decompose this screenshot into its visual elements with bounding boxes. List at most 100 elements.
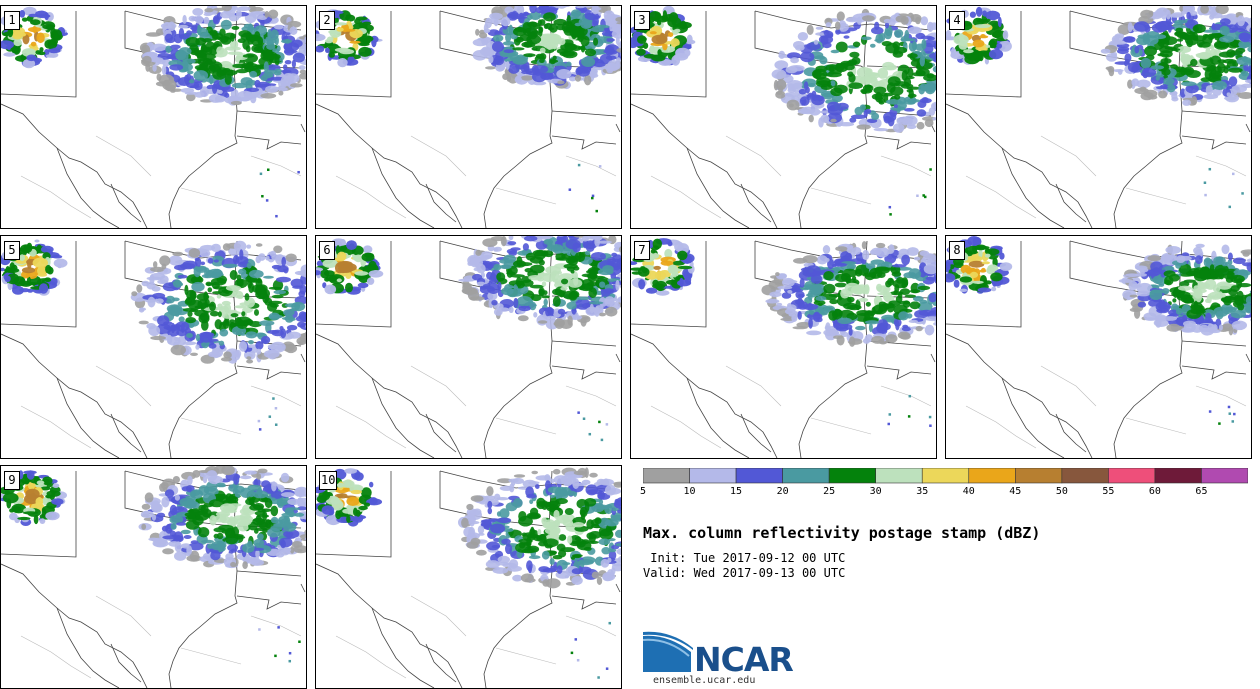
echo-cell bbox=[685, 39, 696, 45]
echo-cell bbox=[1249, 290, 1251, 294]
echo-cell bbox=[229, 319, 236, 323]
echo-cell bbox=[797, 293, 805, 298]
echo-cell bbox=[852, 275, 857, 281]
echo-cell bbox=[1219, 18, 1231, 26]
state-boundary bbox=[1055, 413, 1087, 453]
echo-cell bbox=[871, 335, 885, 344]
echo-cell bbox=[912, 295, 924, 302]
county-boundary bbox=[725, 135, 782, 177]
echo-cell bbox=[218, 524, 234, 531]
echo-cell bbox=[1206, 293, 1212, 304]
echo-cell bbox=[298, 290, 306, 297]
echo-cell bbox=[293, 545, 306, 554]
echo-cell bbox=[1227, 405, 1231, 409]
echo-cell bbox=[271, 481, 277, 492]
echo-cell bbox=[802, 303, 819, 310]
echo-cell bbox=[920, 83, 928, 91]
echo-cell bbox=[636, 48, 646, 56]
echo-cell bbox=[152, 537, 165, 543]
county-boundary bbox=[1125, 187, 1187, 205]
echo-cell bbox=[488, 55, 494, 64]
echo-cell bbox=[237, 90, 253, 102]
county-boundary bbox=[650, 175, 722, 219]
echo-cell bbox=[1192, 24, 1206, 33]
echo-cell bbox=[769, 291, 782, 298]
echo-cell bbox=[261, 508, 272, 512]
echo-cell bbox=[286, 507, 301, 511]
echo-cell bbox=[861, 241, 867, 250]
echo-cell bbox=[828, 65, 835, 72]
echo-cell bbox=[1140, 57, 1152, 69]
echo-cell bbox=[1164, 276, 1174, 286]
echo-cell bbox=[862, 249, 870, 261]
echo-cell bbox=[357, 282, 369, 289]
echo-cell bbox=[649, 11, 662, 21]
echo-cell bbox=[862, 273, 877, 277]
echo-cell bbox=[888, 413, 892, 416]
echo-cell bbox=[953, 34, 969, 46]
echo-cell bbox=[179, 69, 187, 73]
echo-cell bbox=[1203, 181, 1207, 184]
echo-cell bbox=[53, 258, 68, 268]
echo-cell bbox=[582, 417, 586, 420]
echo-cell bbox=[1231, 420, 1235, 423]
echo-cell bbox=[543, 238, 554, 245]
echo-cell bbox=[286, 324, 298, 331]
echo-cell bbox=[946, 30, 952, 39]
echo-cell bbox=[1, 267, 5, 272]
echo-cell bbox=[858, 297, 869, 302]
echo-cell bbox=[209, 515, 217, 526]
state-boundary bbox=[946, 103, 1093, 228]
echo-cell bbox=[812, 69, 822, 79]
echo-cell bbox=[1228, 412, 1232, 415]
echo-cell bbox=[806, 42, 821, 51]
echo-cell bbox=[472, 50, 488, 61]
echo-cell bbox=[272, 397, 275, 400]
echo-cell bbox=[998, 40, 1012, 52]
echo-cell bbox=[776, 302, 783, 306]
echo-cell bbox=[167, 328, 180, 337]
echo-cell bbox=[182, 14, 187, 24]
echo-cell bbox=[868, 323, 873, 333]
echo-cell bbox=[919, 250, 930, 256]
echo-cell bbox=[131, 291, 138, 297]
echo-cell bbox=[35, 50, 41, 55]
echo-cell bbox=[150, 335, 167, 341]
echo-cell bbox=[285, 253, 297, 263]
echo-cell bbox=[178, 316, 185, 323]
echo-cell bbox=[946, 273, 956, 283]
echo-cell bbox=[864, 310, 874, 321]
echo-cell bbox=[187, 514, 196, 519]
echo-cell bbox=[929, 424, 932, 427]
echo-cell bbox=[1222, 58, 1237, 64]
echo-cell bbox=[955, 274, 961, 279]
echo-cell bbox=[51, 498, 64, 505]
echo-cell bbox=[1207, 323, 1214, 333]
echo-cell bbox=[816, 255, 828, 265]
echo-cell bbox=[22, 511, 39, 515]
echo-cell bbox=[1155, 75, 1160, 81]
echo-cell bbox=[667, 264, 678, 274]
echo-cell bbox=[150, 266, 165, 272]
county-boundary bbox=[20, 635, 92, 679]
echo-cell bbox=[894, 94, 901, 100]
echo-cell bbox=[907, 415, 911, 418]
echo-cell bbox=[185, 317, 196, 324]
echo-cell bbox=[538, 26, 543, 37]
echo-cell bbox=[200, 44, 208, 56]
echo-cell bbox=[273, 290, 287, 295]
echo-cell bbox=[264, 11, 270, 18]
echo-cell bbox=[651, 34, 668, 45]
echo-cell bbox=[529, 6, 537, 14]
county-boundary bbox=[95, 135, 152, 177]
echo-cell bbox=[636, 29, 651, 33]
echo-cell bbox=[508, 250, 517, 256]
echo-cell bbox=[489, 12, 503, 20]
echo-cell bbox=[603, 49, 616, 54]
echo-cell bbox=[236, 320, 248, 329]
echo-cell bbox=[161, 496, 170, 508]
echo-cell bbox=[1227, 14, 1233, 19]
echo-cell bbox=[303, 273, 306, 278]
echo-cell bbox=[859, 12, 874, 16]
echo-cell bbox=[538, 287, 545, 297]
